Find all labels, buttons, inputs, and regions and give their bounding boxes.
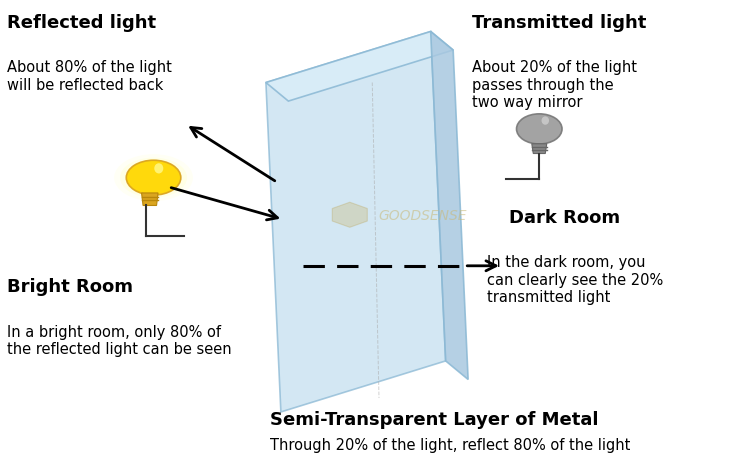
Text: Through 20% of the light, reflect 80% of the light: Through 20% of the light, reflect 80% of… [270,438,630,452]
Text: In a bright room, only 80% of
the reflected light can be seen: In a bright room, only 80% of the reflec… [7,324,232,357]
Polygon shape [431,32,468,380]
Polygon shape [266,32,453,102]
Text: Dark Room: Dark Room [509,208,620,226]
Text: Reflected light: Reflected light [7,14,157,32]
Text: Transmitted light: Transmitted light [472,14,646,32]
Ellipse shape [154,164,163,174]
Text: About 80% of the light
will be reflected back: About 80% of the light will be reflected… [7,60,172,93]
Ellipse shape [517,115,562,144]
Text: In the dark room, you
can clearly see the 20%
transmitted light: In the dark room, you can clearly see th… [487,255,663,304]
Text: Bright Room: Bright Room [7,278,133,296]
Text: GOODSENSE: GOODSENSE [378,208,467,222]
Ellipse shape [542,117,549,125]
Ellipse shape [120,158,187,198]
Polygon shape [266,32,446,412]
Polygon shape [532,144,547,154]
Polygon shape [142,194,158,206]
Ellipse shape [114,155,193,202]
Ellipse shape [127,161,181,195]
Text: About 20% of the light
passes through the
two way mirror: About 20% of the light passes through th… [472,60,637,110]
Text: Semi-Transparent Layer of Metal: Semi-Transparent Layer of Metal [270,410,598,428]
